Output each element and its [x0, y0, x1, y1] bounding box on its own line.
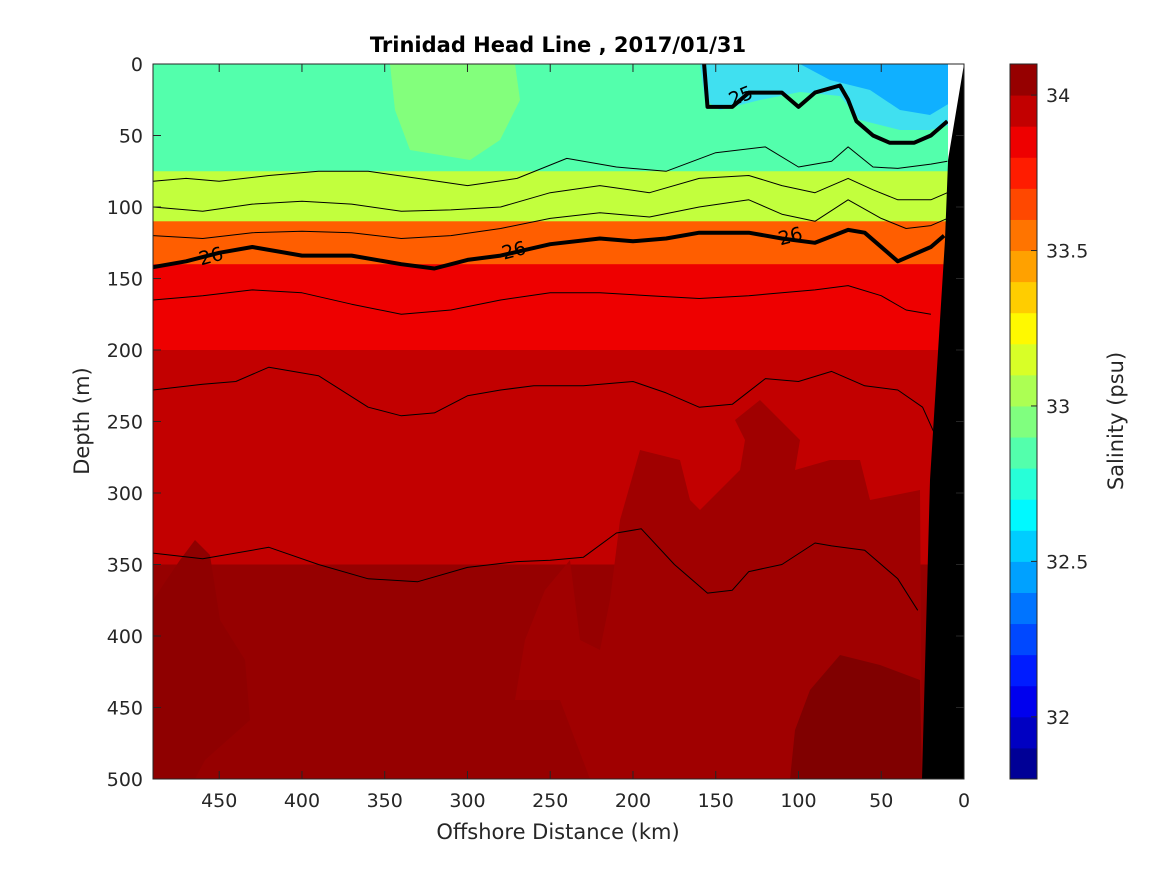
contour-line-6 [153, 366, 935, 434]
y-tick-label: 450 [107, 698, 143, 720]
chart-title: Trinidad Head Line , 2017/01/31 [370, 33, 746, 57]
colorbar-tick-label: 32.5 [1046, 551, 1088, 573]
colorbar-band [1010, 126, 1037, 158]
colorbar-tick-label: 33 [1046, 396, 1070, 418]
colorbar-band [1010, 219, 1037, 252]
contour-line-5 [153, 285, 931, 315]
colorbar-band [1010, 685, 1037, 718]
x-tick-label: 150 [698, 790, 734, 812]
colorbar-band [1010, 374, 1037, 407]
deep-salinity-patch-west [153, 540, 250, 779]
y-tick-label: 100 [107, 197, 143, 219]
x-tick-label: 0 [958, 790, 970, 812]
x-tick-label: 50 [869, 790, 893, 812]
y-tick-label: 400 [107, 626, 143, 648]
y-tick-label: 300 [107, 483, 143, 505]
colorbar-band [1010, 468, 1037, 500]
x-tick-label: 450 [201, 790, 237, 812]
contour-line-2 [153, 146, 948, 187]
deepest-salinity-patch-east [790, 655, 922, 779]
y-axis-ticks: 0 50 100 150 200 250 300 350 400 450 500 [107, 54, 964, 791]
nearshore-no-data-wedge [948, 64, 964, 160]
surface-lowest-salinity-patch [800, 64, 964, 115]
x-axis-label: Offshore Distance (km) [436, 820, 679, 844]
colorbar-band [1010, 405, 1037, 438]
x-tick-label: 250 [532, 790, 568, 812]
isopycnal-25 [702, 64, 949, 145]
density-contours [153, 64, 949, 611]
salinity-patches [153, 64, 964, 779]
contour-line-4 [153, 199, 948, 239]
colorbar-band [1010, 281, 1037, 314]
y-tick-label: 250 [107, 412, 143, 434]
colorbar-band [1010, 561, 1037, 593]
y-tick-label: 150 [107, 269, 143, 291]
colorbar-band [1010, 157, 1037, 189]
x-tick-label: 350 [367, 790, 403, 812]
seafloor-shelf [922, 64, 964, 779]
colorbar-band [1010, 716, 1037, 749]
y-tick-label: 500 [107, 769, 143, 791]
contour-line-7 [153, 528, 919, 611]
colorbar-band [1010, 747, 1037, 780]
surface-mixed-layer-green-patch [390, 64, 520, 160]
colorbar-band [1010, 95, 1037, 127]
colorbar-band [1010, 654, 1037, 687]
colorbar-band [1010, 188, 1037, 220]
colorbar-band [1010, 530, 1037, 562]
colorbar-tick-label: 33.5 [1046, 241, 1088, 263]
y-tick-label: 50 [119, 126, 143, 148]
colorbar-band [1010, 312, 1037, 345]
x-axis-ticks: 450 400 350 300 250 200 150 100 50 0 [201, 64, 970, 812]
colorbar-band [1010, 343, 1037, 376]
colorbar-band [1010, 592, 1037, 625]
x-tick-label: 100 [780, 790, 816, 812]
colorbar-band [1010, 437, 1037, 469]
colorbar-frame [1009, 63, 1038, 780]
y-tick-label: 350 [107, 555, 143, 577]
colorbar-band [1010, 499, 1037, 531]
colorbar-tick-label: 34 [1046, 85, 1070, 107]
y-tick-label: 200 [107, 340, 143, 362]
colorbar-band [1010, 250, 1037, 283]
y-tick-label: 0 [131, 54, 143, 76]
y-axis-label: Depth (m) [70, 367, 94, 474]
colorbar-band [1010, 64, 1037, 96]
contour-line-3 [153, 175, 948, 212]
colorbar-label: Salinity (psu) [1104, 352, 1128, 490]
colorbar-band [1010, 623, 1037, 656]
colorbar-ticks: 32 32.5 33 33.5 34 [1009, 63, 1088, 780]
x-tick-label: 200 [615, 790, 651, 812]
x-tick-label: 300 [449, 790, 485, 812]
x-tick-label: 400 [284, 790, 320, 812]
isopycnal-26 [153, 227, 946, 271]
colorbar-tick-label: 32 [1046, 707, 1070, 729]
